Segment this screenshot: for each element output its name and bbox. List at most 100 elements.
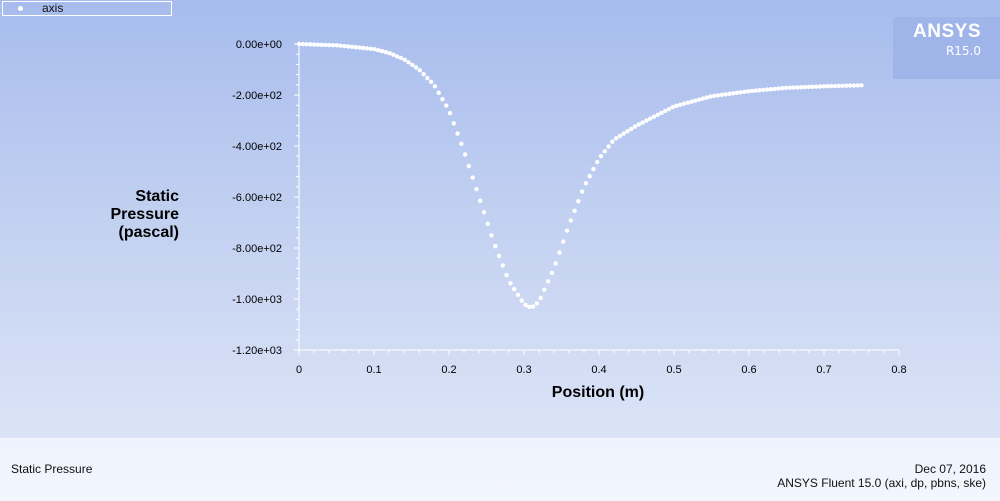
data-point xyxy=(768,87,774,92)
data-point xyxy=(783,85,789,91)
y-axis-label-line: Pressure xyxy=(110,206,180,223)
data-point xyxy=(798,85,804,90)
data-point xyxy=(595,159,600,165)
data-point xyxy=(489,233,494,238)
data-point xyxy=(651,114,657,119)
data-point xyxy=(387,50,392,56)
data-point xyxy=(444,103,449,108)
data-point xyxy=(606,144,611,149)
data-point xyxy=(795,85,800,90)
data-point xyxy=(579,189,585,194)
data-point xyxy=(753,88,758,93)
data-point xyxy=(625,129,630,134)
data-point xyxy=(413,65,419,70)
data-point xyxy=(791,85,796,90)
x-tick-label: 0.1 xyxy=(366,364,381,376)
data-point xyxy=(311,42,317,47)
data-point xyxy=(700,96,706,101)
data-point xyxy=(636,122,641,127)
data-point xyxy=(757,88,762,93)
data-point xyxy=(674,103,679,108)
data-point xyxy=(810,84,815,90)
data-point xyxy=(379,48,385,54)
data-point xyxy=(481,210,487,215)
data-point xyxy=(802,84,808,90)
data-point xyxy=(678,102,683,107)
data-point xyxy=(813,84,819,89)
data-point xyxy=(455,131,460,136)
data-point xyxy=(330,42,336,48)
data-point xyxy=(844,83,849,88)
data-point xyxy=(466,163,472,169)
data-point xyxy=(327,42,332,48)
data-point xyxy=(787,85,792,90)
data-point xyxy=(662,108,668,114)
y-axis-label-line: (pascal) xyxy=(118,224,179,241)
data-point xyxy=(372,47,377,52)
data-point xyxy=(681,101,687,106)
data-point xyxy=(534,301,540,306)
data-point xyxy=(836,83,842,89)
data-point xyxy=(704,95,709,100)
data-point xyxy=(610,139,615,144)
data-point xyxy=(391,52,396,57)
data-point xyxy=(659,110,664,116)
data-point xyxy=(353,45,358,50)
data-point xyxy=(723,92,728,97)
y-axis-label-line: Static xyxy=(135,188,179,205)
footer-date: Dec 07, 2016 xyxy=(914,462,986,476)
data-point xyxy=(644,118,649,123)
data-point xyxy=(315,42,321,47)
data-point xyxy=(666,106,672,112)
data-point xyxy=(410,62,415,68)
x-tick-label: 0.3 xyxy=(516,364,531,376)
data-point xyxy=(772,86,777,92)
tick-labels: 0 0.1 0.2 0.3 0.4 0.5 0.6 0.7 0.8 0.00e+00 -2.00e+… xyxy=(232,39,907,376)
data-point xyxy=(685,100,691,105)
data-point xyxy=(780,86,785,91)
data-point xyxy=(719,92,725,98)
data-point xyxy=(764,87,770,92)
data-point xyxy=(693,98,698,103)
data-point xyxy=(855,83,860,88)
data-point xyxy=(519,298,524,303)
data-point xyxy=(553,261,558,266)
data-point xyxy=(406,60,411,65)
data-point xyxy=(300,41,305,47)
data-point xyxy=(817,84,823,89)
data-point xyxy=(447,110,453,116)
data-point xyxy=(425,75,430,81)
x-axis-label: Position (m) xyxy=(551,384,645,401)
data-point xyxy=(749,88,755,94)
footer-bar: Static Pressure Dec 07, 2016 ANSYS Fluen… xyxy=(0,438,1000,501)
y-tick-label: -6.00e+02 xyxy=(232,192,282,204)
data-point xyxy=(598,153,604,159)
data-point xyxy=(360,45,366,51)
data-point xyxy=(319,42,324,47)
data-point xyxy=(376,47,381,53)
data-point xyxy=(345,44,351,49)
data-point xyxy=(538,295,543,301)
y-axis-label: Static Pressure (pascal) xyxy=(60,188,180,242)
x-tick-label: 0.6 xyxy=(741,364,756,376)
data-point xyxy=(432,84,438,89)
data-point xyxy=(742,89,747,94)
logo-name: ANSYS xyxy=(913,21,981,42)
data-point xyxy=(670,104,675,110)
data-point xyxy=(564,228,570,233)
logo-version: R15.0 xyxy=(945,44,981,58)
y-tick-label: 0.00e+00 xyxy=(236,39,282,51)
data-point xyxy=(296,41,302,47)
data-point xyxy=(712,93,717,99)
data-point xyxy=(629,126,634,132)
data-point xyxy=(602,149,607,154)
data-point xyxy=(357,45,362,50)
data-point xyxy=(545,279,551,284)
data-point xyxy=(428,79,434,85)
data-point xyxy=(847,83,853,88)
y-tick-label: -1.20e+03 xyxy=(232,345,282,357)
data-point xyxy=(859,83,864,88)
data-point xyxy=(647,116,653,121)
data-point xyxy=(591,166,596,172)
data-point xyxy=(738,90,743,95)
